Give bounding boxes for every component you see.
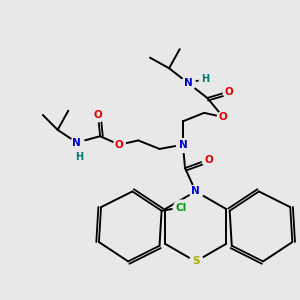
Text: O: O bbox=[224, 87, 233, 97]
Text: O: O bbox=[204, 154, 213, 165]
Text: S: S bbox=[192, 256, 200, 266]
Text: N: N bbox=[72, 138, 81, 148]
Text: N: N bbox=[178, 140, 187, 150]
Text: O: O bbox=[219, 112, 228, 122]
Text: H: H bbox=[201, 74, 209, 84]
Text: O: O bbox=[115, 140, 124, 150]
Text: N: N bbox=[191, 186, 200, 197]
Text: H: H bbox=[75, 152, 83, 162]
Text: O: O bbox=[94, 110, 102, 120]
Text: N: N bbox=[184, 78, 193, 88]
Text: Cl: Cl bbox=[175, 202, 186, 213]
